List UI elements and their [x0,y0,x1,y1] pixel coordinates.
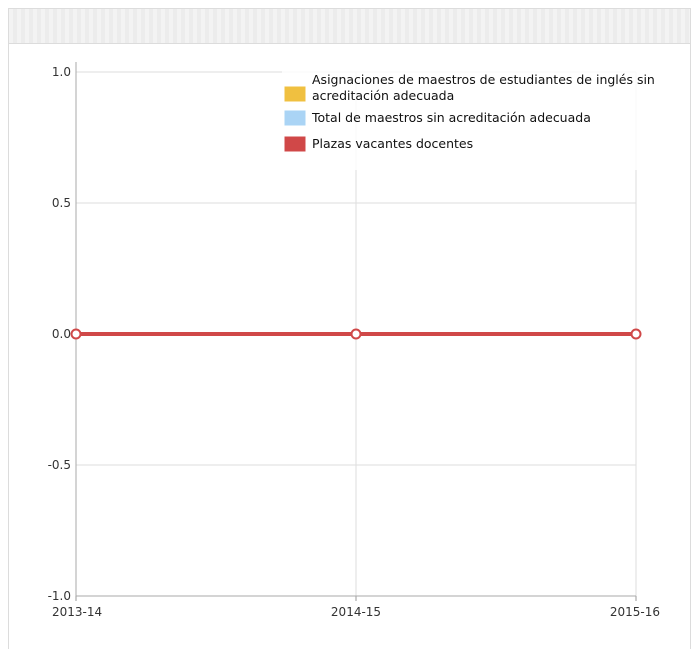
legend-label[interactable]: Asignaciones de maestros de estudiantes … [312,72,655,103]
x-tick-label: 2014-15 [331,605,381,619]
legend-swatch[interactable] [283,109,307,127]
y-tick-label: -1.0 [48,589,71,603]
y-tick-label: 1.0 [52,65,71,79]
legend[interactable]: Asignaciones de maestros de estudiantes … [282,70,655,170]
data-point[interactable] [70,328,82,340]
legend-swatch[interactable] [283,85,307,103]
chart-header-bar [8,8,691,44]
x-tick-label: 2013-14 [52,605,102,619]
x-tick-label: 2015-16 [610,605,660,619]
legend-label[interactable]: Total de maestros sin acreditación adecu… [311,110,591,125]
legend-label[interactable]: Plazas vacantes docentes [312,136,473,151]
x-tick-labels: 2013-14 2014-15 2015-16 [52,605,660,619]
y-tick-label: 0.5 [52,196,71,210]
legend-background [282,70,644,170]
data-point[interactable] [630,328,642,340]
y-tick-label: 0.0 [52,327,71,341]
legend-swatch[interactable] [283,135,307,153]
y-tick-label: -0.5 [48,458,71,472]
series-layer [70,328,642,340]
data-point[interactable] [350,328,362,340]
y-tick-labels: 1.0 0.5 0.0 -0.5 -1.0 [48,65,71,603]
